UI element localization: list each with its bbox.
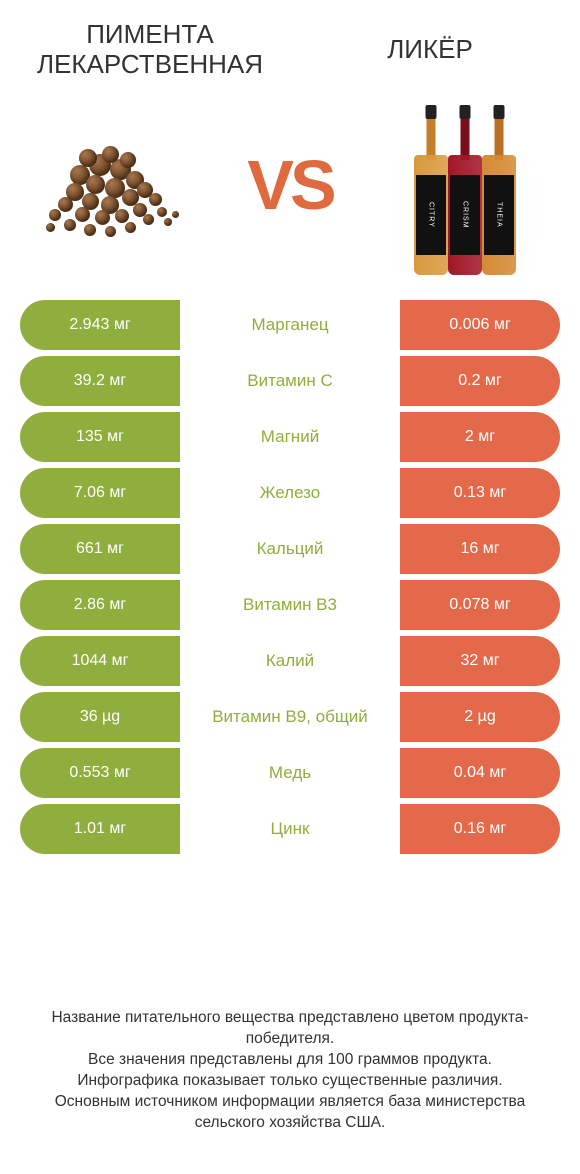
table-row: 135 мгМагний2 мг (20, 412, 560, 462)
value-right: 0.078 мг (400, 580, 560, 630)
allspice-ball (149, 193, 162, 206)
allspice-ball (125, 222, 136, 233)
footer-note: Название питательного вещества представл… (0, 988, 580, 1174)
value-right: 0.2 мг (400, 356, 560, 406)
allspice-ball (95, 210, 110, 225)
allspice-ball (49, 209, 61, 221)
allspice-ball (157, 207, 167, 217)
nutrient-label: Магний (180, 412, 400, 462)
nutrient-label: Медь (180, 748, 400, 798)
product-left-title: ПИМЕНТА ЛЕКАРСТВЕННАЯ (10, 20, 290, 80)
allspice-icon (40, 120, 190, 250)
table-row: 36 µgВитамин B9, общий2 µg (20, 692, 560, 742)
value-left: 39.2 мг (20, 356, 180, 406)
value-right: 0.13 мг (400, 468, 560, 518)
allspice-ball (105, 226, 116, 237)
allspice-ball (115, 209, 129, 223)
value-left: 661 мг (20, 524, 180, 574)
value-right: 0.16 мг (400, 804, 560, 854)
allspice-ball (143, 214, 154, 225)
value-right: 16 мг (400, 524, 560, 574)
bottle: CRISM (446, 105, 484, 275)
table-row: 0.553 мгМедь0.04 мг (20, 748, 560, 798)
allspice-ball (102, 146, 119, 163)
bottle-label: THEIA (484, 175, 514, 255)
value-right: 32 мг (400, 636, 560, 686)
value-left: 1.01 мг (20, 804, 180, 854)
table-row: 661 мгКальций16 мг (20, 524, 560, 574)
value-right: 2 мг (400, 412, 560, 462)
value-right: 0.04 мг (400, 748, 560, 798)
footer-line: Основным источником информации является … (30, 1092, 550, 1134)
nutrient-label: Кальций (180, 524, 400, 574)
header: ПИМЕНТА ЛЕКАРСТВЕННАЯ ЛИКЁР (0, 0, 580, 90)
allspice-ball (172, 211, 179, 218)
nutrient-label: Железо (180, 468, 400, 518)
infographic-page: ПИМЕНТА ЛЕКАРСТВЕННАЯ ЛИКЁР VS CITRYCRIS… (0, 0, 580, 1174)
table-row: 2.943 мгМарганец0.006 мг (20, 300, 560, 350)
allspice-ball (46, 223, 55, 232)
allspice-ball (75, 207, 90, 222)
nutrient-label: Витамин B9, общий (180, 692, 400, 742)
footer-line: Инфографика показывает только существенн… (30, 1071, 550, 1092)
nutrient-label: Марганец (180, 300, 400, 350)
bottle: CITRY (412, 105, 450, 275)
bottle: THEIA (480, 105, 518, 275)
product-left-image (30, 100, 200, 270)
allspice-ball (64, 219, 76, 231)
table-row: 1.01 мгЦинк0.16 мг (20, 804, 560, 854)
table-row: 1044 мгКалий32 мг (20, 636, 560, 686)
nutrient-label: Цинк (180, 804, 400, 854)
bottles-icon: CITRYCRISMTHEIA (390, 95, 540, 275)
product-right-image: CITRYCRISMTHEIA (380, 100, 550, 270)
product-right-title: ЛИКЁР (290, 20, 570, 80)
nutrient-label: Витамин C (180, 356, 400, 406)
footer-line: Название питательного вещества представл… (30, 1008, 550, 1050)
value-right: 0.006 мг (400, 300, 560, 350)
value-left: 135 мг (20, 412, 180, 462)
nutrient-label: Витамин B3 (180, 580, 400, 630)
bottle-label: CRISM (450, 175, 480, 255)
vs-row: VS CITRYCRISMTHEIA (0, 90, 580, 300)
table-row: 39.2 мгВитамин C0.2 мг (20, 356, 560, 406)
value-right: 2 µg (400, 692, 560, 742)
bottle-label: CITRY (416, 175, 446, 255)
value-left: 36 µg (20, 692, 180, 742)
allspice-ball (84, 224, 96, 236)
value-left: 2.86 мг (20, 580, 180, 630)
comparison-table: 2.943 мгМарганец0.006 мг 39.2 мгВитамин C… (0, 300, 580, 860)
footer-line: Все значения представлены для 100 граммо… (30, 1050, 550, 1071)
value-left: 7.06 мг (20, 468, 180, 518)
allspice-ball (79, 149, 97, 167)
allspice-ball (120, 152, 136, 168)
value-left: 0.553 мг (20, 748, 180, 798)
allspice-ball (86, 175, 105, 194)
allspice-ball (58, 197, 73, 212)
allspice-ball (164, 218, 172, 226)
vs-label: VS (247, 145, 332, 225)
value-left: 1044 мг (20, 636, 180, 686)
value-left: 2.943 мг (20, 300, 180, 350)
nutrient-label: Калий (180, 636, 400, 686)
table-row: 2.86 мгВитамин B30.078 мг (20, 580, 560, 630)
table-row: 7.06 мгЖелезо0.13 мг (20, 468, 560, 518)
